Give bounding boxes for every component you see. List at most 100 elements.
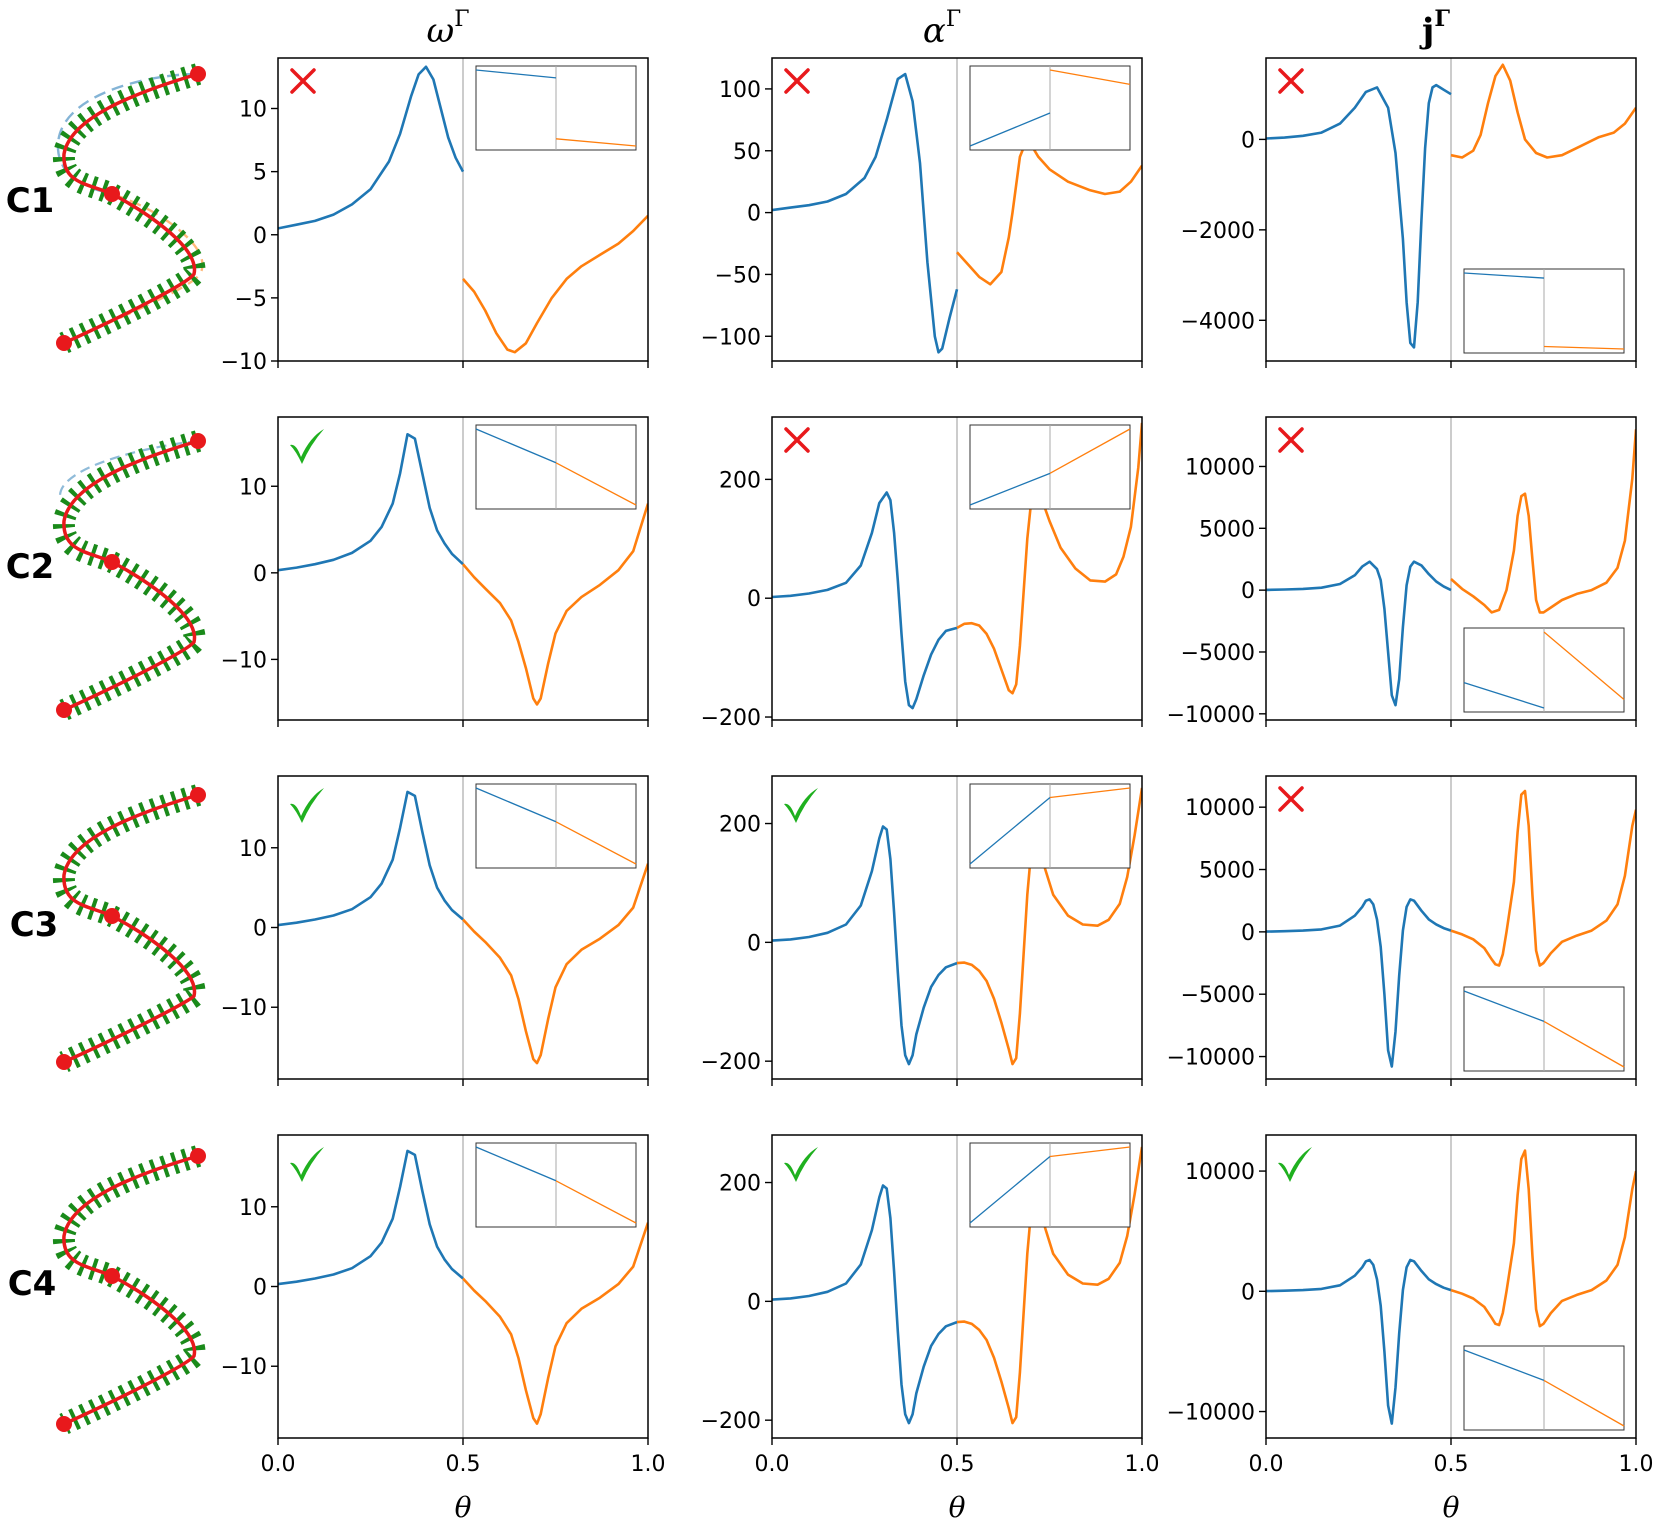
control-point	[56, 335, 72, 351]
y-tick-label: 0	[747, 202, 761, 227]
y-tick-label: 5000	[1199, 517, 1255, 542]
inset-line-segment2	[1543, 1379, 1625, 1427]
y-tick-label: −2000	[1181, 219, 1255, 244]
y-tick-label: −5	[235, 287, 267, 312]
check-mark-icon	[1278, 1147, 1312, 1182]
x-tick-label: 1.0	[631, 1452, 666, 1477]
column-title-alpha-superscript: Γ	[946, 7, 961, 32]
y-tick-label: −10	[221, 648, 267, 673]
series-line-segment2	[462, 214, 648, 354]
row-label-c3: C3	[10, 905, 59, 945]
control-point	[104, 186, 120, 202]
check-mark-icon	[290, 788, 324, 823]
x-axis-label-j: θ	[1443, 1491, 1460, 1524]
y-tick-label: 5000	[1199, 859, 1255, 884]
row-label-c1: C1	[6, 181, 55, 221]
y-tick-label: −10	[221, 1355, 267, 1380]
control-point	[104, 908, 120, 924]
inset-line-segment1	[475, 69, 557, 79]
inset-line-segment2	[555, 138, 637, 147]
inset-line-segment1	[475, 1146, 557, 1182]
x-axis-label-alpha: θ	[949, 1491, 966, 1524]
y-tick-label: 200	[719, 1172, 761, 1197]
series-line-segment1	[772, 825, 958, 1066]
inset-zoom-box	[475, 65, 637, 151]
series-line-segment2	[1450, 63, 1636, 159]
inset-line-segment1	[475, 787, 557, 823]
hatch-pattern	[53, 1145, 206, 1435]
panel-c4-alpha: −200 0 200 0.0 0.5 1.0	[701, 1134, 1160, 1477]
inset-line-segment1	[1463, 682, 1545, 709]
y-tick-label: −10000	[1167, 1046, 1255, 1071]
inset-line-segment1	[1463, 1349, 1545, 1382]
inset-line-segment1	[1463, 272, 1545, 279]
y-tick-label: −5000	[1181, 641, 1255, 666]
curve-illustrations	[52, 63, 206, 1435]
ghost-curve-segment1	[58, 439, 199, 497]
y-tick-label: −200	[701, 1409, 761, 1434]
x-tick-label: 0.5	[940, 1452, 975, 1477]
curve-illustration-c2	[52, 430, 206, 721]
y-tick-label: 200	[719, 468, 761, 493]
inset-zoom-box	[475, 1142, 637, 1228]
x-axis-label-omega: θ	[455, 1491, 472, 1524]
inset-line-segment1	[969, 112, 1051, 147]
series-line-segment2	[956, 137, 1142, 286]
column-title-alpha-symbol: α	[923, 11, 946, 51]
inset-line-segment2	[1543, 631, 1625, 701]
inset-line-segment2	[1543, 1020, 1625, 1068]
curve-illustration-c3	[52, 784, 206, 1073]
inset-zoom-box	[1463, 1345, 1625, 1431]
y-tick-label: −100	[701, 325, 761, 350]
hatch-pattern	[53, 63, 206, 354]
row-label-c2: C2	[6, 547, 55, 587]
y-tick-label: 0	[253, 1276, 267, 1301]
control-point	[56, 702, 72, 718]
y-tick-label: 10	[239, 837, 267, 862]
y-tick-label: 10	[239, 1196, 267, 1221]
inset-zoom-box	[1463, 627, 1625, 713]
y-tick-label: 0	[747, 931, 761, 956]
y-tick-label: −10000	[1167, 703, 1255, 728]
inset-line-segment1	[475, 428, 557, 464]
y-tick-label: 0	[747, 587, 761, 612]
inset-zoom-box	[1463, 268, 1625, 354]
y-tick-label: 5	[253, 161, 267, 186]
panel-c3-omega: −10 0 10	[221, 775, 649, 1086]
svg-text:αΓ: αΓ	[923, 7, 961, 51]
y-tick-label: −10000	[1167, 1401, 1255, 1426]
inset-line-segment2	[1049, 787, 1131, 799]
ghost-curve-segment1	[56, 72, 199, 196]
cross-mark-icon	[1278, 68, 1304, 94]
svg-text:jΓ: jΓ	[1419, 6, 1450, 51]
panel-grid: −10−50510−100−50050100−4000−20000−10010−…	[221, 57, 1654, 1477]
y-tick-label: 10000	[1185, 1160, 1255, 1185]
inset-line-segment2	[1049, 69, 1131, 85]
hatch-pattern	[52, 430, 206, 721]
svg-text:ωΓ: ωΓ	[427, 7, 470, 51]
inset-zoom-box	[969, 65, 1131, 151]
panel-c4-omega: −10 0 10 0.0 0.5 1.0	[221, 1134, 666, 1477]
column-title-omega-symbol: ω	[427, 11, 455, 51]
panel-c3-alpha: −200 0 200	[701, 775, 1143, 1086]
y-tick-label: −200	[701, 706, 761, 731]
y-tick-label: −200	[701, 1050, 761, 1075]
column-title-j-superscript: Γ	[1434, 6, 1450, 32]
y-tick-label: 100	[719, 78, 761, 103]
series-line-segment1	[772, 72, 959, 354]
y-tick-label: −5000	[1181, 983, 1255, 1008]
control-point	[104, 554, 120, 570]
y-tick-label: −10	[221, 996, 267, 1021]
series-line-segment2	[462, 503, 648, 706]
series-line-segment1	[278, 433, 464, 572]
curve-illustration-c4	[53, 1145, 206, 1435]
panel-c2-j: −10000 −5000 0 5000 10000	[1167, 416, 1637, 728]
panel-c1-omega: −10 −5 0 5 10	[221, 57, 649, 375]
panel-c3-j: −10000 −5000 0 5000 10000	[1167, 775, 1637, 1086]
inset-zoom-box	[969, 424, 1131, 510]
check-mark-icon	[784, 1147, 818, 1182]
series-line-segment1	[1266, 560, 1452, 707]
column-title-omega: ωΓ	[427, 7, 470, 51]
panel-c2-omega: −10 0 10	[221, 416, 649, 727]
y-tick-label: 10	[239, 98, 267, 123]
